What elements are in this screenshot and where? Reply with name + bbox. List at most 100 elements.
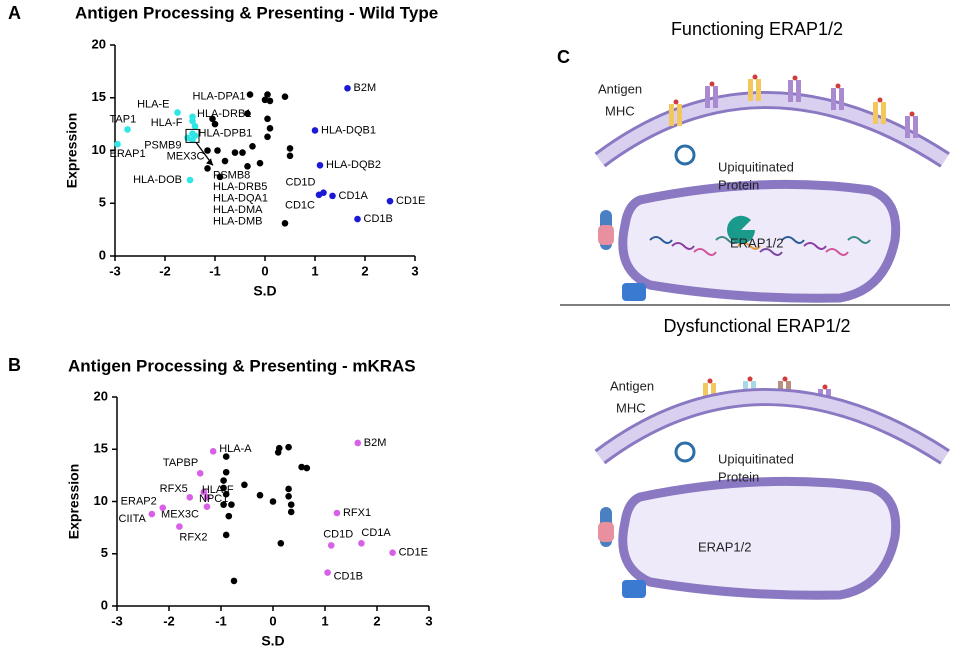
y-tick-label: 5 <box>101 545 108 560</box>
diagram-label: Antigen <box>598 81 642 96</box>
point <box>191 122 199 130</box>
point <box>186 176 194 184</box>
peptide <box>759 248 783 256</box>
point <box>311 127 319 134</box>
point <box>249 142 256 150</box>
point <box>287 508 295 516</box>
point <box>186 494 194 501</box>
point <box>327 542 335 549</box>
point <box>211 120 219 128</box>
membrane <box>596 94 949 166</box>
point <box>315 191 323 199</box>
point-label: MEX3C <box>167 150 205 162</box>
antigen <box>747 376 753 382</box>
point <box>286 145 294 152</box>
point-label: HLA-DQB2 <box>326 159 381 171</box>
cell-scene <box>594 388 950 600</box>
mhc <box>913 116 918 138</box>
mhc <box>748 79 753 101</box>
mhc <box>705 86 710 108</box>
point <box>203 503 211 511</box>
mhc <box>796 80 801 102</box>
point-label: TAP1 <box>110 113 137 125</box>
er-membrane <box>618 179 901 303</box>
point <box>148 510 156 518</box>
mhc <box>881 102 886 124</box>
diagram-label: Upiquitinated <box>718 159 794 174</box>
point <box>222 468 230 476</box>
y-tick-label: 10 <box>92 142 106 157</box>
x-tick-label: 2 <box>361 263 368 278</box>
point <box>191 132 199 140</box>
x-tick-label: -3 <box>111 613 123 628</box>
point <box>389 549 396 557</box>
diagram-title: Dysfunctional ERAP1/2 <box>663 316 850 336</box>
point-label: HLA-E <box>137 98 169 110</box>
diagram-label: MHC <box>616 400 646 415</box>
y-axis-label: Expression <box>66 464 82 539</box>
mhc <box>756 79 761 101</box>
mhc <box>703 383 708 405</box>
point <box>216 173 224 181</box>
point-label: CD1A <box>361 527 391 539</box>
peptide <box>803 242 827 250</box>
mhc <box>905 116 910 138</box>
proteasome <box>622 580 646 598</box>
membrane <box>596 391 949 463</box>
point <box>354 215 361 223</box>
arrow-head <box>206 158 213 166</box>
peptide <box>847 236 871 244</box>
point <box>222 490 230 498</box>
point-label: CD1C <box>285 200 315 212</box>
point <box>281 93 289 100</box>
point-label: NPC1 <box>199 493 228 505</box>
antigen <box>707 378 713 384</box>
point <box>244 163 251 170</box>
point-label: B2M <box>354 82 377 94</box>
point-label: CD1E <box>396 195 425 207</box>
point-label: RFX1 <box>343 507 371 519</box>
diagram-label: Protein <box>718 177 759 192</box>
point <box>277 540 285 547</box>
antigen <box>782 376 788 382</box>
point <box>386 197 394 205</box>
antigen <box>835 83 841 89</box>
annotation: HLA-DMB <box>213 215 263 227</box>
point <box>266 125 274 132</box>
point <box>264 115 271 123</box>
peptide <box>693 248 717 256</box>
y-tick-label: 20 <box>92 36 106 51</box>
antigen <box>673 99 679 105</box>
y-tick-label: 10 <box>94 493 108 508</box>
point <box>281 219 289 227</box>
point-label: CD1B <box>334 570 363 582</box>
point <box>316 161 324 169</box>
point <box>239 149 246 156</box>
y-tick-label: 15 <box>94 441 108 456</box>
point <box>344 84 351 92</box>
point <box>256 159 264 167</box>
x-tick-label: 3 <box>411 263 418 278</box>
diagram <box>560 74 950 600</box>
mhc <box>831 88 836 110</box>
er-membrane <box>618 476 901 600</box>
point <box>285 492 292 500</box>
point-label: HLA-DRB1 <box>197 108 251 120</box>
x-tick-label: 1 <box>321 613 328 628</box>
x-tick-label: 3 <box>425 613 432 628</box>
annotation: PSMB8 <box>213 169 250 181</box>
protein <box>674 144 696 166</box>
highlight-box <box>185 128 200 143</box>
point <box>209 448 217 455</box>
peptide <box>671 242 695 250</box>
mhc <box>873 102 878 124</box>
annotation: HLA-DQA1 <box>213 192 268 204</box>
x-tick-label: 2 <box>373 613 380 628</box>
y-tick-label: 15 <box>92 89 106 104</box>
point-label: CD1A <box>339 190 369 202</box>
annotation: HLA-DMA <box>213 204 263 216</box>
point <box>209 115 216 123</box>
mhc <box>788 80 793 102</box>
x-tick-label: -2 <box>159 263 171 278</box>
diagram-label: Upiquitinated <box>718 451 794 466</box>
